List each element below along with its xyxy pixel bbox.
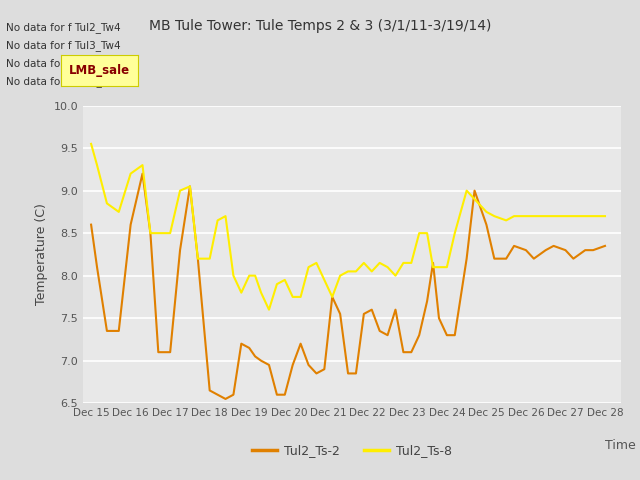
Text: No data for f Tul3_Ts2: No data for f Tul3_Ts2 [6,58,118,69]
Text: No data for f Tul3_Tw4: No data for f Tul3_Tw4 [6,40,121,51]
Text: No data for f LMB_sale: No data for f LMB_sale [6,76,124,87]
X-axis label: Time: Time [605,439,636,452]
Text: No data for f Tul2_Tw4: No data for f Tul2_Tw4 [6,22,121,33]
Text: LMB_sale: LMB_sale [68,64,130,77]
Y-axis label: Temperature (C): Temperature (C) [35,204,48,305]
Legend: Tul2_Ts-2, Tul2_Ts-8: Tul2_Ts-2, Tul2_Ts-8 [247,439,457,462]
Text: MB Tule Tower: Tule Temps 2 & 3 (3/1/11-3/19/14): MB Tule Tower: Tule Temps 2 & 3 (3/1/11-… [149,19,491,33]
